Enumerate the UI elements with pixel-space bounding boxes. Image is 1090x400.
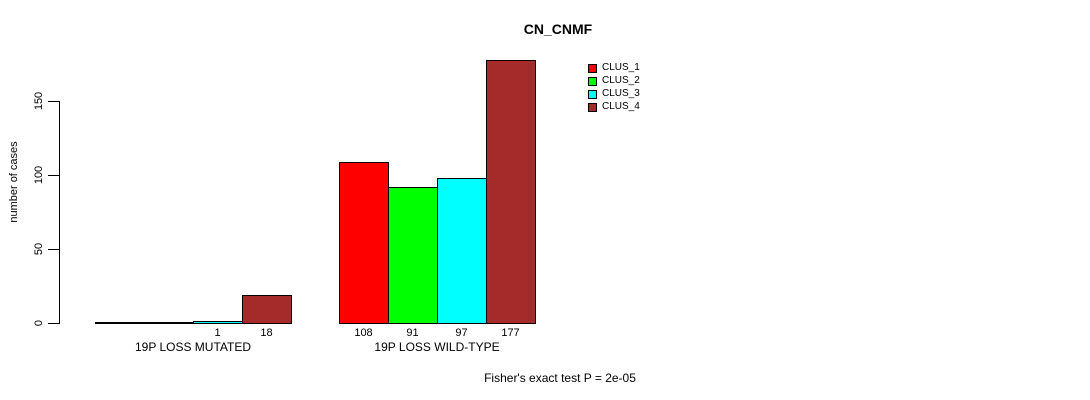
group-label-19p-loss-mutated: 19P LOSS MUTATED (134, 340, 252, 354)
y-tick-label-0: 0 (33, 319, 45, 327)
bar-value-label-clus-3-19p-loss-mutated: 1 (214, 327, 221, 339)
y-tick-150 (48, 101, 59, 102)
legend-item-clus-3: CLUS_3 (588, 89, 640, 99)
bar-clus-4-19p-loss-wild-type (486, 60, 536, 324)
bar-value-label-clus-4-19p-loss-wild-type: 177 (501, 327, 520, 339)
y-tick-100 (48, 175, 59, 176)
bar-clus-2-19p-loss-mutated (144, 322, 194, 324)
bar-clus-4-19p-loss-mutated (242, 295, 292, 324)
y-tick-label-50: 50 (33, 242, 45, 256)
legend-swatch-clus-2 (588, 76, 597, 86)
legend-swatch-clus-4 (588, 102, 597, 112)
bar-clus-3-19p-loss-wild-type (437, 178, 487, 324)
bar-clus-1-19p-loss-mutated (95, 322, 145, 324)
y-axis-line (59, 101, 60, 324)
y-tick-0 (48, 323, 59, 324)
legend-item-clus-2: CLUS_2 (588, 76, 640, 86)
legend-swatch-clus-1 (588, 63, 597, 73)
legend-label-clus-2: CLUS_2 (602, 75, 640, 86)
bar-clus-1-19p-loss-wild-type (339, 162, 389, 324)
group-label-19p-loss-wild-type: 19P LOSS WILD-TYPE (374, 340, 500, 354)
bar-clus-2-19p-loss-wild-type (388, 187, 438, 324)
legend-item-clus-4: CLUS_4 (588, 102, 640, 112)
legend-swatch-clus-3 (588, 89, 597, 99)
legend-label-clus-3: CLUS_3 (602, 88, 640, 99)
y-tick-50 (48, 249, 59, 250)
legend: CLUS_1 CLUS_2 CLUS_3 CLUS_4 (588, 63, 640, 112)
y-tick-label-100: 100 (33, 165, 45, 185)
bar-clus-3-19p-loss-mutated (193, 321, 243, 324)
legend-item-clus-1: CLUS_1 (588, 63, 640, 73)
stat-annotation: Fisher's exact test P = 2e-05 (484, 371, 636, 385)
bar-value-label-clus-1-19p-loss-wild-type: 108 (354, 327, 373, 339)
chart-title: CN_CNMF (523, 21, 593, 37)
bar-value-label-clus-4-19p-loss-mutated: 18 (260, 327, 273, 339)
bar-value-label-clus-3-19p-loss-wild-type: 97 (455, 327, 468, 339)
y-tick-label-150: 150 (33, 91, 45, 111)
legend-label-clus-1: CLUS_1 (602, 62, 640, 73)
y-axis-label: number of cases (8, 141, 20, 223)
legend-label-clus-4: CLUS_4 (602, 101, 640, 112)
bar-value-label-clus-2-19p-loss-wild-type: 91 (406, 327, 419, 339)
